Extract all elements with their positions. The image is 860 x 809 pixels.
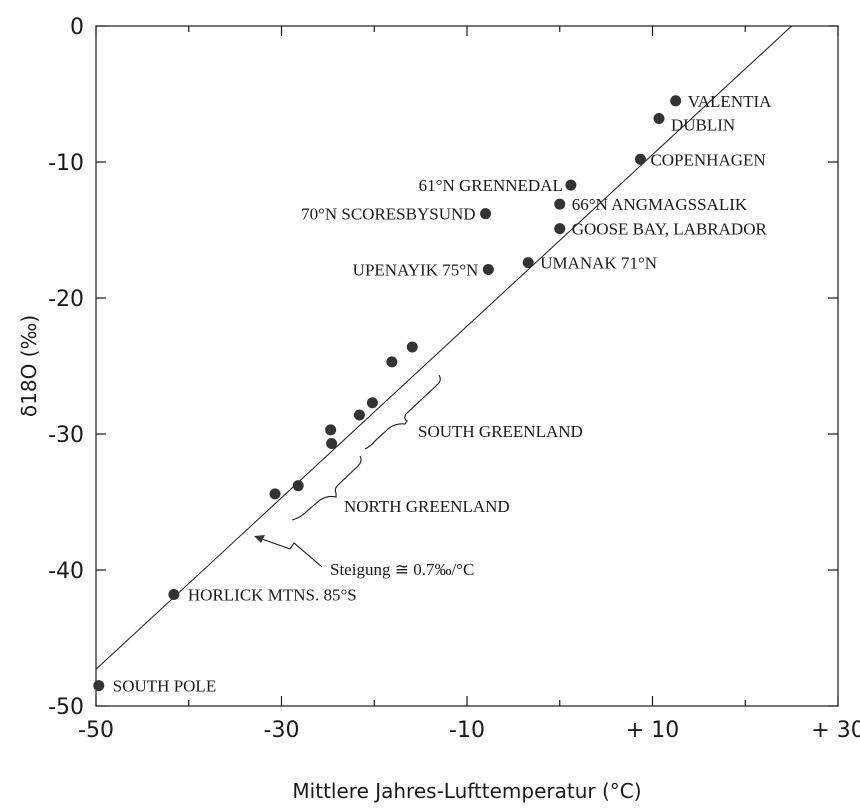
point-label: COPENHAGEN — [650, 150, 765, 169]
annotation-north-greenland: NORTH GREENLAND — [344, 497, 510, 516]
point-label: GOOSE BAY, LABRADOR — [572, 220, 768, 239]
y-tick-label: -40 — [48, 559, 84, 584]
point-label: 70°N SCORESBYSUND — [301, 205, 475, 224]
data-point — [168, 588, 180, 600]
data-point — [554, 223, 566, 235]
y-tick-label: -10 — [48, 151, 84, 176]
x-axis-label: Mittlere Jahres-Lufttemperatur (°C) — [292, 779, 641, 803]
y-tick-label: -30 — [48, 423, 84, 448]
y-tick-label: -20 — [48, 287, 84, 312]
x-tick-label: + 30 — [811, 718, 860, 743]
south-greenland-brace — [364, 374, 441, 450]
point-label: DUBLIN — [671, 115, 735, 134]
point-label: 61°N GRENNEDAL — [419, 176, 563, 195]
point-label: SOUTH POLE — [113, 677, 216, 696]
data-point — [326, 438, 338, 450]
x-tick-label: -10 — [449, 718, 485, 743]
data-point — [406, 341, 418, 353]
axis-ticks — [95, 25, 839, 707]
data-point — [653, 112, 665, 124]
north-greenland-brace — [291, 455, 362, 521]
data-point — [482, 263, 494, 275]
data-point — [565, 179, 577, 191]
data-points — [93, 95, 682, 692]
slope-pointer — [261, 538, 323, 568]
y-tick-label: 0 — [70, 15, 84, 40]
data-point — [386, 356, 398, 368]
data-point — [292, 480, 304, 492]
annotation-south-greenland: SOUTH GREENLAND — [418, 422, 583, 441]
data-point — [93, 680, 105, 692]
point-label: 66°N ANGMAGSSALIK — [572, 195, 748, 214]
regression-line — [95, 25, 792, 670]
data-point — [670, 95, 682, 107]
slope-arrowhead — [254, 535, 265, 543]
point-label: UPENAYIK 75°N — [353, 260, 479, 279]
data-point — [269, 488, 281, 500]
data-point — [366, 397, 378, 409]
data-point — [325, 424, 337, 436]
point-label: VALENTIA — [688, 92, 772, 111]
point-label: UMANAK 71°N — [540, 254, 657, 273]
point-label: HORLICK MTNS. 85°S — [188, 585, 357, 604]
group-braces — [254, 374, 441, 568]
annotation-slope: Steigung ≅ 0.7‰/°C — [330, 560, 474, 579]
x-tick-label: -30 — [264, 718, 300, 743]
x-tick-label: -50 — [78, 718, 114, 743]
y-axis-label: δ18O (‰) — [17, 315, 41, 417]
data-point — [480, 208, 492, 220]
y-tick-label: -50 — [48, 695, 84, 720]
x-tick-label: + 10 — [626, 718, 679, 743]
point-labels: VALENTIA DUBLIN COPENHAGEN 61°N GRENNEDAL 70… — [113, 92, 772, 696]
data-point — [522, 257, 534, 269]
data-point — [634, 153, 646, 165]
data-point — [554, 198, 566, 210]
axis-tick-labels: -50 -30 -10 + 10 + 30 0 -10 -20 -30 -40 -50 — [48, 15, 860, 743]
data-point — [353, 409, 365, 421]
